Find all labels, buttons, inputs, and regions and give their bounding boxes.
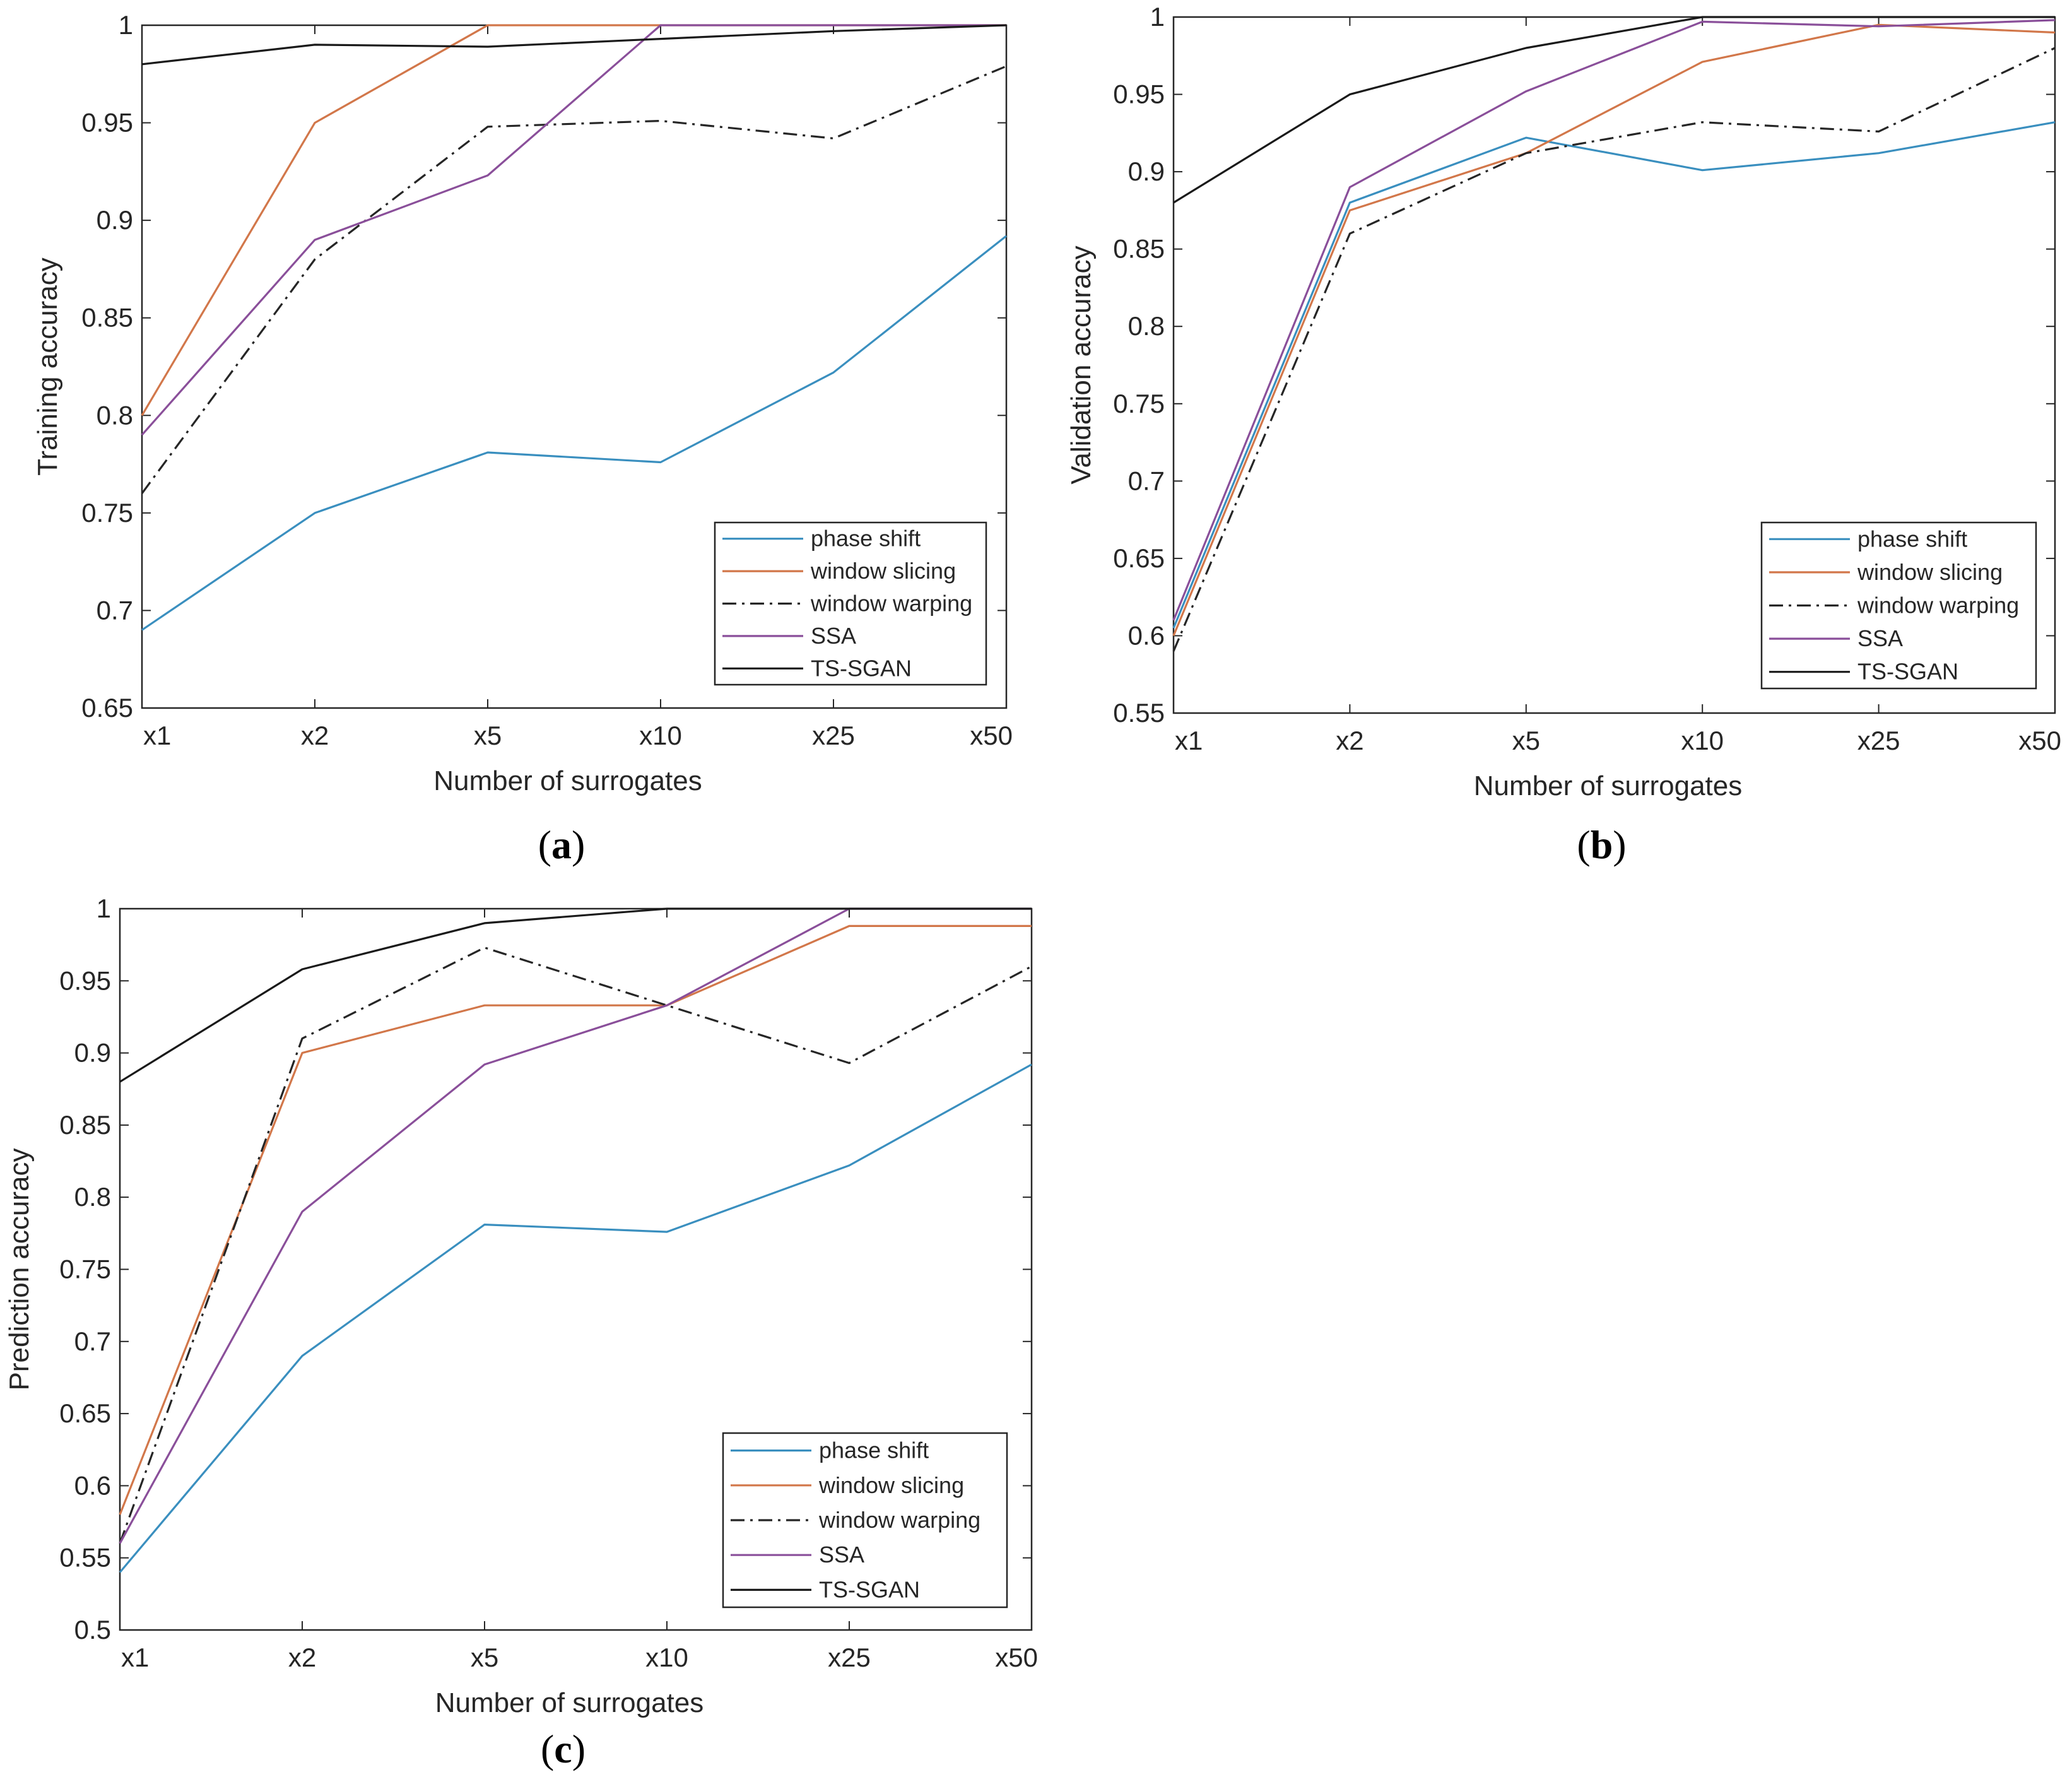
y-axis-label: Validation accuracy: [1066, 245, 1097, 484]
x-tick-label: x50: [2018, 726, 2061, 755]
legend-label: SSA: [819, 1542, 864, 1568]
series-line-ts-sgan: [1173, 16, 2055, 204]
chart-panel-c: 0.5 0.55 0.6 0.65 0.7 0.75 0.8 0.85 0.9 0.95 1 x1 x2…: [4, 894, 1038, 1771]
series-line-ssa: [141, 24, 1006, 436]
x-tick-label: x2: [288, 1643, 316, 1672]
y-tick-label: 0.85: [59, 1110, 111, 1140]
y-tick-label: 0.7: [1128, 466, 1165, 495]
legend-label: window slicing: [810, 558, 956, 584]
y-tick-label: 0.8: [1128, 311, 1165, 341]
y-tick-label: 0.95: [1113, 80, 1165, 109]
x-tick-label: x2: [1336, 726, 1363, 755]
legend-label: window slicing: [1857, 559, 2003, 585]
x-tick-label: x25: [812, 721, 855, 750]
legend: phase shift window slicing window warping S…: [1760, 521, 2037, 690]
x-tick-label: x5: [474, 721, 502, 750]
y-tick-label: 0.65: [1113, 543, 1165, 573]
series-line-phase-shift: [1172, 121, 2056, 629]
legend-label: TS-SGAN: [811, 655, 912, 681]
legend-label: phase shift: [811, 526, 921, 552]
y-tick-label: 0.85: [81, 303, 133, 333]
x-tick-label: x10: [639, 721, 682, 750]
x-tick-label: x5: [1512, 726, 1540, 755]
y-tick-label: 1: [97, 894, 111, 923]
y-tick-label: 0.95: [81, 108, 133, 138]
y-tick-label: 1: [119, 10, 133, 40]
y-tick-label: 0.95: [59, 965, 111, 995]
panel-caption: (c): [541, 1727, 586, 1771]
series-line-ts-sgan: [141, 24, 1007, 66]
panel-caption: (b): [1577, 822, 1626, 867]
y-tick-label: 0.6: [74, 1470, 111, 1500]
x-axis-label: Number of surrogates: [1474, 771, 1743, 801]
legend-label: phase shift: [819, 1438, 929, 1463]
y-tick-label: 0.55: [1113, 698, 1165, 728]
y-tick-label: 0.8: [97, 400, 133, 430]
x-axis-label: Number of surrogates: [435, 1687, 704, 1718]
y-tick-label: 1: [1150, 2, 1165, 32]
x-axis-label: Number of surrogates: [433, 765, 702, 796]
x-tick-label: x1: [143, 721, 171, 750]
series-line-window-warping: [1172, 47, 2056, 652]
legend-label: TS-SGAN: [1857, 659, 1958, 685]
x-tick-label: x5: [471, 1643, 498, 1672]
series-line-window-warping: [141, 65, 1007, 494]
y-tick-label: 0.75: [81, 498, 133, 528]
x-tick-label: x25: [1857, 726, 1900, 755]
y-tick-label: 0.65: [59, 1398, 111, 1428]
chart-panel-a: 0.65 0.7 0.75 0.8 0.85 0.9 0.95 1 x1 x2 x5 x10 x25 x5…: [32, 10, 1013, 867]
legend-label: window slicing: [818, 1472, 964, 1498]
y-tick-label: 0.6: [1128, 620, 1165, 650]
legend-label: SSA: [811, 623, 856, 649]
series-line-window-slicing: [119, 924, 1032, 1515]
y-tick-label: 0.9: [1128, 156, 1165, 186]
x-tick-label: x2: [301, 721, 329, 750]
panel-caption: (a): [538, 822, 586, 867]
y-tick-label: 0.5: [74, 1615, 111, 1644]
legend-label: window warping: [818, 1507, 980, 1533]
y-tick-label: 0.75: [1113, 389, 1165, 418]
legend: phase shift window slicing window warping S…: [714, 521, 987, 686]
legend-label: window warping: [810, 591, 972, 617]
y-tick-label: 0.75: [59, 1255, 111, 1284]
series-line-ssa: [1172, 19, 2056, 621]
chart-panel-b: 0.55 0.6 0.65 0.7 0.75 0.8 0.85 0.9 0.95 1 x1 x2 x5 x…: [1066, 2, 2061, 867]
legend-label: SSA: [1857, 625, 1903, 651]
legend-label: phase shift: [1857, 526, 1967, 552]
x-tick-label: x10: [645, 1643, 688, 1672]
panel-caption-letter: b: [1591, 822, 1613, 867]
y-tick-label: 0.9: [97, 205, 133, 235]
x-tick-label: x10: [1681, 726, 1724, 755]
x-tick-label: x1: [1175, 726, 1203, 755]
x-tick-label: x1: [121, 1643, 149, 1672]
y-axis-label: Training accuracy: [32, 257, 63, 476]
y-tick-label: 0.8: [74, 1182, 111, 1212]
legend: phase shift window slicing window warping S…: [722, 1432, 1008, 1609]
x-tick-label: x50: [995, 1643, 1038, 1672]
panel-caption-letter: a: [551, 822, 572, 867]
y-tick-label: 0.7: [74, 1326, 111, 1356]
y-tick-label: 0.9: [74, 1038, 111, 1068]
series-line-phase-shift: [119, 1063, 1032, 1573]
y-tick-label: 0.7: [97, 595, 133, 625]
y-tick-label: 0.85: [1113, 234, 1165, 264]
series-line-ts-sgan: [119, 907, 1032, 1083]
panel-caption-letter: c: [554, 1727, 572, 1771]
y-axis-label: Prediction accuracy: [4, 1148, 35, 1391]
legend-label: window warping: [1857, 593, 2019, 618]
y-tick-label: 0.55: [59, 1543, 111, 1573]
x-tick-label: x50: [970, 721, 1013, 750]
series-line-window-warping: [119, 947, 1032, 1544]
y-tick-label: 0.65: [81, 693, 133, 723]
series-line-phase-shift: [141, 235, 1007, 631]
legend-label: TS-SGAN: [819, 1576, 920, 1602]
x-tick-label: x25: [828, 1643, 871, 1672]
